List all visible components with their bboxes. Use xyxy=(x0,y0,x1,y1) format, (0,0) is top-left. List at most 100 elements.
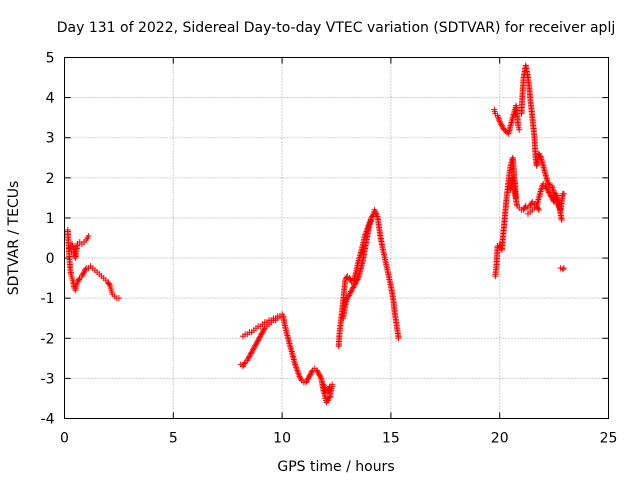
data-point xyxy=(348,288,355,295)
data-point xyxy=(258,331,265,338)
data-point xyxy=(559,266,566,273)
data-point xyxy=(255,337,262,344)
data-point xyxy=(106,281,113,288)
y-tick-label: 1 xyxy=(46,211,55,227)
data-point xyxy=(537,153,544,160)
data-point xyxy=(513,194,520,201)
y-tick-label: -2 xyxy=(41,331,55,347)
data-point xyxy=(260,327,267,334)
data-point xyxy=(251,343,258,350)
data-point xyxy=(250,346,257,353)
data-point xyxy=(520,206,527,213)
data-point xyxy=(349,285,356,292)
data-point xyxy=(260,326,267,333)
data-point xyxy=(552,193,559,200)
data-point xyxy=(528,200,535,207)
data-point xyxy=(498,122,505,129)
data-point xyxy=(551,190,558,197)
grid xyxy=(64,57,609,419)
data-point xyxy=(497,120,504,127)
data-point xyxy=(316,371,323,378)
data-point xyxy=(543,184,550,191)
data-point xyxy=(115,295,122,302)
data-point xyxy=(306,372,313,379)
data-point xyxy=(239,363,246,370)
data-point xyxy=(81,269,88,276)
data-point xyxy=(368,216,375,223)
y-axis-label: SDTVAR / TECUs xyxy=(6,181,22,296)
data-point xyxy=(274,313,281,320)
data-point xyxy=(551,192,558,199)
data-point xyxy=(535,206,542,213)
data-point xyxy=(315,370,322,377)
y-tick-label: -4 xyxy=(41,412,55,428)
data-point xyxy=(257,333,264,340)
data-point xyxy=(79,271,86,278)
data-point xyxy=(246,353,253,360)
data-point xyxy=(560,190,567,197)
data-point xyxy=(522,204,529,211)
data-point xyxy=(527,202,534,209)
data-point xyxy=(345,293,352,300)
data-point xyxy=(496,118,503,125)
x-tick-label: 10 xyxy=(273,431,291,447)
data-point xyxy=(303,378,310,385)
data-point xyxy=(510,176,517,183)
data-point xyxy=(296,373,303,380)
data-point xyxy=(307,371,314,378)
data-point xyxy=(105,279,112,286)
y-tick-label: 0 xyxy=(46,251,55,267)
data-point xyxy=(544,178,551,185)
data-point xyxy=(348,277,355,284)
data-point xyxy=(80,270,87,277)
data-point xyxy=(305,375,312,382)
data-point xyxy=(105,280,112,287)
data-point xyxy=(317,374,324,381)
data-point xyxy=(254,338,261,345)
data-point xyxy=(352,280,359,287)
x-tick-label: 15 xyxy=(382,431,400,447)
data-point xyxy=(501,126,508,133)
y-tick-label: -3 xyxy=(41,371,55,387)
x-tick-label: 5 xyxy=(169,431,178,447)
data-point xyxy=(342,275,349,282)
data-point xyxy=(354,276,361,283)
data-point xyxy=(329,381,336,388)
data-point xyxy=(82,266,89,273)
y-tick-label: 2 xyxy=(46,171,55,187)
y-tick-label: 3 xyxy=(46,131,55,147)
y-tick-label: 5 xyxy=(46,51,55,67)
data-point xyxy=(348,287,355,294)
ticks: 0 5 10 15 20 25 -4 -3 -2 -1 0 1 2 3 4 5 xyxy=(41,51,618,447)
data-point xyxy=(258,330,265,337)
data-point xyxy=(314,368,321,375)
data-point xyxy=(536,152,543,159)
data-point xyxy=(78,273,85,280)
data-point xyxy=(308,368,315,375)
data-point xyxy=(240,362,247,369)
data-point xyxy=(303,379,310,386)
data-point xyxy=(324,397,331,404)
data-point xyxy=(316,372,323,379)
data-point xyxy=(247,351,254,358)
data-point xyxy=(498,121,505,128)
data-point xyxy=(535,150,542,157)
data-point xyxy=(313,367,320,374)
data-point xyxy=(297,376,304,383)
data-point xyxy=(546,181,553,188)
data-point xyxy=(560,265,567,272)
data-point xyxy=(245,354,252,361)
data-point xyxy=(521,205,528,212)
data-point xyxy=(534,204,541,211)
data-point xyxy=(516,126,523,133)
data-point xyxy=(347,276,354,283)
data-point xyxy=(252,342,259,349)
x-tick-label: 20 xyxy=(491,431,509,447)
data-point xyxy=(533,202,540,209)
y-tick-label: -1 xyxy=(41,291,55,307)
data-point xyxy=(353,277,360,284)
data-point xyxy=(545,180,552,187)
data-point xyxy=(255,335,262,342)
data-point xyxy=(252,341,259,348)
data-point xyxy=(297,374,304,381)
